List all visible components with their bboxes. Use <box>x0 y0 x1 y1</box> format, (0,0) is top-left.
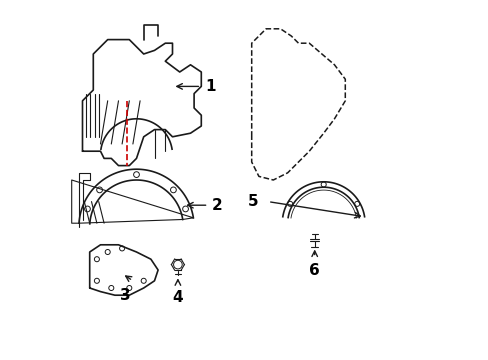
Text: 5: 5 <box>248 194 258 209</box>
Text: 3: 3 <box>120 288 131 303</box>
Text: 2: 2 <box>212 198 223 213</box>
Text: 6: 6 <box>309 263 320 278</box>
Text: 1: 1 <box>204 79 215 94</box>
Text: 4: 4 <box>172 290 183 305</box>
